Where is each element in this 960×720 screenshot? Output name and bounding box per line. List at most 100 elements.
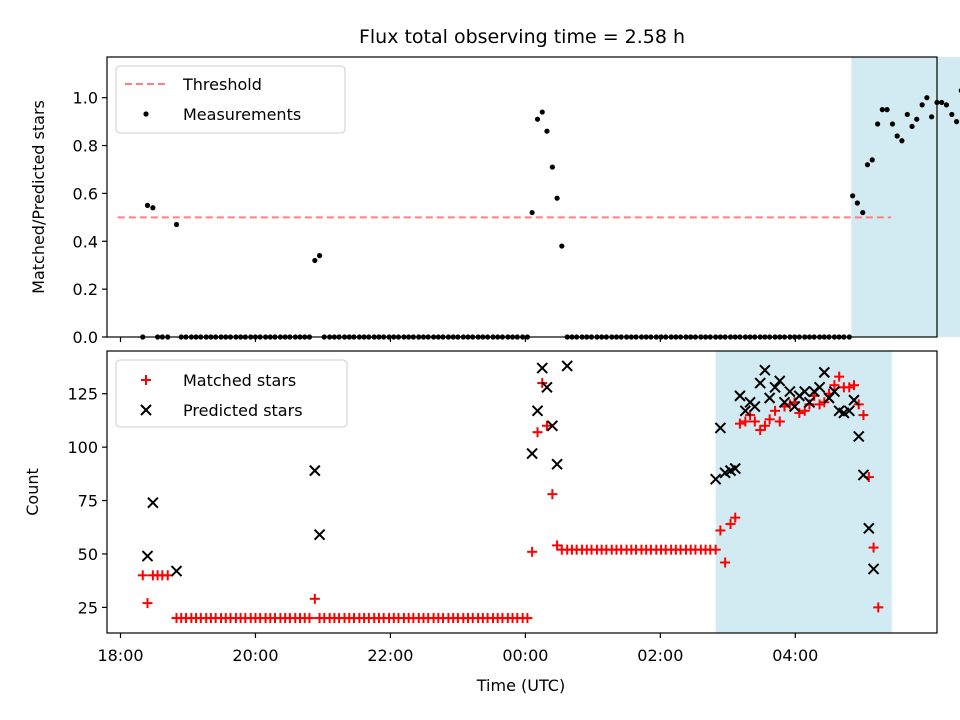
- matched-star-point: [834, 371, 845, 382]
- top-y-tick-label: 0.0: [73, 328, 98, 347]
- predicted-star-b: [531, 405, 544, 417]
- predicted-star-point: [749, 400, 761, 413]
- predicted-star-b: [536, 362, 548, 374]
- predicted-star-point: [147, 496, 159, 509]
- top-y-axis-title: Matched/Predicted stars: [29, 100, 48, 294]
- predicted-star-point: [853, 430, 865, 443]
- bottom-x-tick-label: 18:00: [97, 646, 143, 665]
- predicted-star-b: [309, 464, 321, 477]
- bottom-legend: Matched stars Predicted stars: [115, 359, 348, 428]
- predicted-star-point: [526, 447, 538, 460]
- predicted-star-b: [803, 396, 816, 408]
- measurement-point: [953, 119, 960, 125]
- top-y-tick-label: 1.0: [73, 89, 98, 108]
- predicted-star-point: [857, 469, 870, 481]
- predicted-star-b: [848, 394, 860, 406]
- measurement-point: [869, 157, 875, 163]
- measurement-point: [924, 95, 930, 101]
- top-y-tick-label: 0.6: [73, 184, 98, 203]
- top-axes-frame: [106, 56, 938, 338]
- bottom-y-tick-label: 75: [78, 492, 98, 511]
- matched-star-point: [749, 416, 760, 427]
- matched-star-point: [720, 557, 731, 568]
- matched-star-point: [730, 512, 741, 523]
- matched-star-point: [734, 418, 745, 429]
- matched-star-point: [814, 399, 825, 410]
- measurement-point: [173, 221, 180, 228]
- predicted-star-b: [853, 430, 865, 443]
- matched-star-point: [522, 613, 533, 624]
- top-shaded-region: [851, 57, 960, 337]
- predicted-star-point: [784, 385, 796, 398]
- predicted-star-point: [729, 462, 741, 475]
- legend-measurements-swatch: [143, 111, 149, 117]
- matched-star-point: [304, 613, 315, 624]
- matched-star-point: [547, 489, 558, 500]
- matched-star-point: [858, 410, 869, 421]
- measurement-point: [899, 138, 905, 144]
- bottom-panel: 25 50 75 100 125 18:00 20:00 22:00 00:00 02:00 04:…: [23, 350, 938, 695]
- measurement-point: [144, 202, 151, 208]
- predicted-star-point: [769, 381, 781, 394]
- measurement-point: [854, 200, 860, 206]
- bottom-x-axis-title: Time (UTC): [476, 676, 565, 695]
- measurement-point: [894, 133, 900, 139]
- predicted-star-b: [147, 496, 159, 509]
- predicted-star-point: [734, 390, 746, 402]
- predicted-star-point: [848, 394, 860, 406]
- predicted-star-b: [788, 400, 801, 413]
- predicted-star-point: [714, 422, 727, 434]
- predicted-star-b: [541, 381, 553, 394]
- matched-star-point: [759, 420, 770, 431]
- bottom-x-tick-label: 00:00: [502, 646, 548, 665]
- measurement-point: [919, 102, 925, 108]
- predicted-star-point: [759, 364, 771, 376]
- measurement-point: [914, 116, 920, 122]
- predicted-star-b: [863, 522, 875, 535]
- measurement-point: [904, 111, 910, 118]
- bottom-x-tick-label: 20:00: [232, 646, 278, 665]
- predicted-star-point: [754, 377, 766, 389]
- predicted-star-b: [141, 550, 154, 562]
- bottom-y-axis-title: Count: [23, 468, 42, 516]
- predicted-star-point: [170, 565, 183, 577]
- predicted-star-point: [788, 400, 801, 413]
- measurement-point: [860, 209, 866, 216]
- matched-star-point: [849, 380, 859, 391]
- measurement-point: [879, 107, 885, 113]
- predicted-star-point: [536, 362, 548, 374]
- predicted-star-point: [739, 405, 752, 417]
- chart-title: Flux total observing time = 2.58 h: [359, 26, 685, 48]
- measurement-point: [534, 116, 541, 122]
- predicted-star-b: [714, 422, 727, 434]
- measurement-point: [554, 195, 560, 201]
- measurement-point: [889, 121, 896, 127]
- predicted-star-b: [799, 385, 811, 398]
- predicted-star-b: [784, 385, 796, 398]
- legend-predicted-swatch-b: [140, 404, 152, 416]
- predicted-star-point: [813, 381, 826, 394]
- matched-star-point: [710, 544, 721, 555]
- predicted-star-b: [754, 377, 766, 389]
- measurement-point: [939, 99, 945, 106]
- predicted-star-b: [833, 405, 845, 417]
- legend-predicted-label: Predicted stars: [183, 401, 303, 420]
- bottom-x-tick-label: 22:00: [367, 646, 413, 665]
- matched-star-point: [844, 382, 855, 393]
- matched-star-point: [725, 519, 736, 530]
- matched-star-point: [774, 416, 785, 427]
- top-legend: Threshold Measurements: [115, 65, 346, 134]
- predicted-star-b: [749, 400, 761, 413]
- predicted-star-point: [313, 529, 326, 541]
- predicted-star-b: [170, 565, 183, 577]
- measurement-point: [875, 121, 881, 127]
- top-legend-box: [115, 65, 346, 134]
- predicted-star-b: [778, 396, 791, 408]
- top-y-tick-label: 0.8: [73, 137, 98, 156]
- bottom-y-tick-label: 25: [78, 598, 98, 617]
- predicted-star-b: [734, 390, 746, 402]
- top-y-tick-label: 0.2: [73, 280, 98, 299]
- measurement-point: [539, 109, 545, 115]
- predicted-star-b: [857, 469, 870, 481]
- measurement-point: [312, 257, 318, 264]
